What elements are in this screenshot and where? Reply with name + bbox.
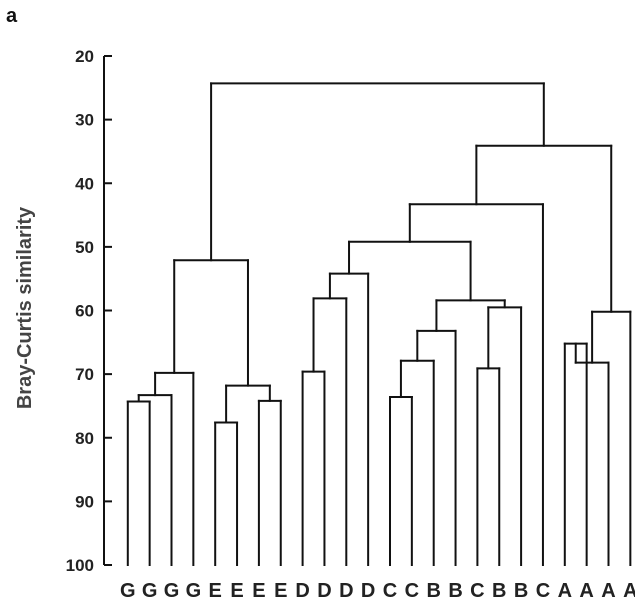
leaf-label: B (448, 580, 462, 602)
leaf-label: G (186, 580, 202, 602)
y-tick-label: 30 (75, 111, 94, 130)
leaf-label: E (274, 580, 287, 602)
leaf-label: D (295, 580, 309, 602)
leaf-label: D (339, 580, 353, 602)
leaf-label: D (317, 580, 331, 602)
y-tick-label: 90 (75, 492, 94, 511)
leaf-label: A (623, 580, 635, 602)
leaf-label: B (426, 580, 440, 602)
leaf-label: G (142, 580, 158, 602)
leaf-label: G (164, 580, 180, 602)
y-axis-ticks: 20 30 40 50 60 70 80 90 100 (66, 47, 112, 575)
leaf-label: E (230, 580, 243, 602)
leaf-label: A (601, 580, 615, 602)
leaf-label: A (558, 580, 572, 602)
panel-label: a (6, 5, 18, 27)
leaf-label: C (536, 580, 550, 602)
y-tick-label: 60 (75, 302, 94, 321)
y-tick-label: 100 (66, 556, 94, 575)
leaf-label: D (361, 580, 375, 602)
y-tick-label: 80 (75, 429, 94, 448)
dendrogram-tree (126, 82, 632, 566)
y-axis-title: Bray-Curtis similarity (14, 206, 36, 409)
y-tick-label: 70 (75, 365, 94, 384)
leaf-label: C (405, 580, 419, 602)
y-tick-label: 50 (75, 238, 94, 257)
leaf-label: A (579, 580, 593, 602)
leaf-label: B (492, 580, 506, 602)
leaf-label: E (252, 580, 265, 602)
leaf-label: E (209, 580, 222, 602)
leaf-label: G (120, 580, 136, 602)
leaf-label: B (514, 580, 528, 602)
y-tick-label: 40 (75, 174, 94, 193)
y-tick-label: 20 (75, 47, 94, 66)
leaf-label: C (470, 580, 484, 602)
leaf-label: C (383, 580, 397, 602)
